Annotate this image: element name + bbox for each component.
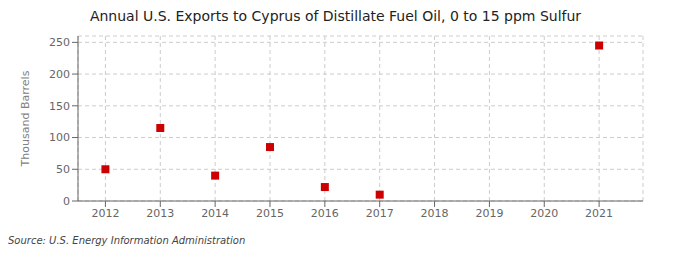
svg-text:50: 50 bbox=[56, 163, 70, 176]
html-text:Annual U.S. Exports to Cyprus: Annual U.S. Exports to Cyprus of Distill… bbox=[89, 8, 582, 24]
svg-text:250: 250 bbox=[49, 36, 70, 49]
svg-text:2020: 2020 bbox=[530, 207, 558, 220]
svg-text:200: 200 bbox=[49, 68, 70, 81]
svg-text:2013: 2013 bbox=[146, 207, 174, 220]
svg-text:150: 150 bbox=[49, 100, 70, 113]
svg-text:2017: 2017 bbox=[366, 207, 394, 220]
html-text:Source: U.S. Energy Informatio: Source: U.S. Energy Information Administ… bbox=[8, 235, 246, 246]
svg-text:2014: 2014 bbox=[201, 207, 229, 220]
svg-text:Thousand Barrels: Thousand Barrels bbox=[19, 70, 32, 167]
svg-text:2019: 2019 bbox=[475, 207, 503, 220]
svg-text:2021: 2021 bbox=[585, 207, 613, 220]
svg-text:2012: 2012 bbox=[91, 207, 119, 220]
svg-text:100: 100 bbox=[49, 131, 70, 144]
svg-text:2016: 2016 bbox=[311, 207, 339, 220]
svg-text:0: 0 bbox=[63, 195, 70, 208]
svg-text:2015: 2015 bbox=[256, 207, 284, 220]
svg-text:2018: 2018 bbox=[421, 207, 449, 220]
